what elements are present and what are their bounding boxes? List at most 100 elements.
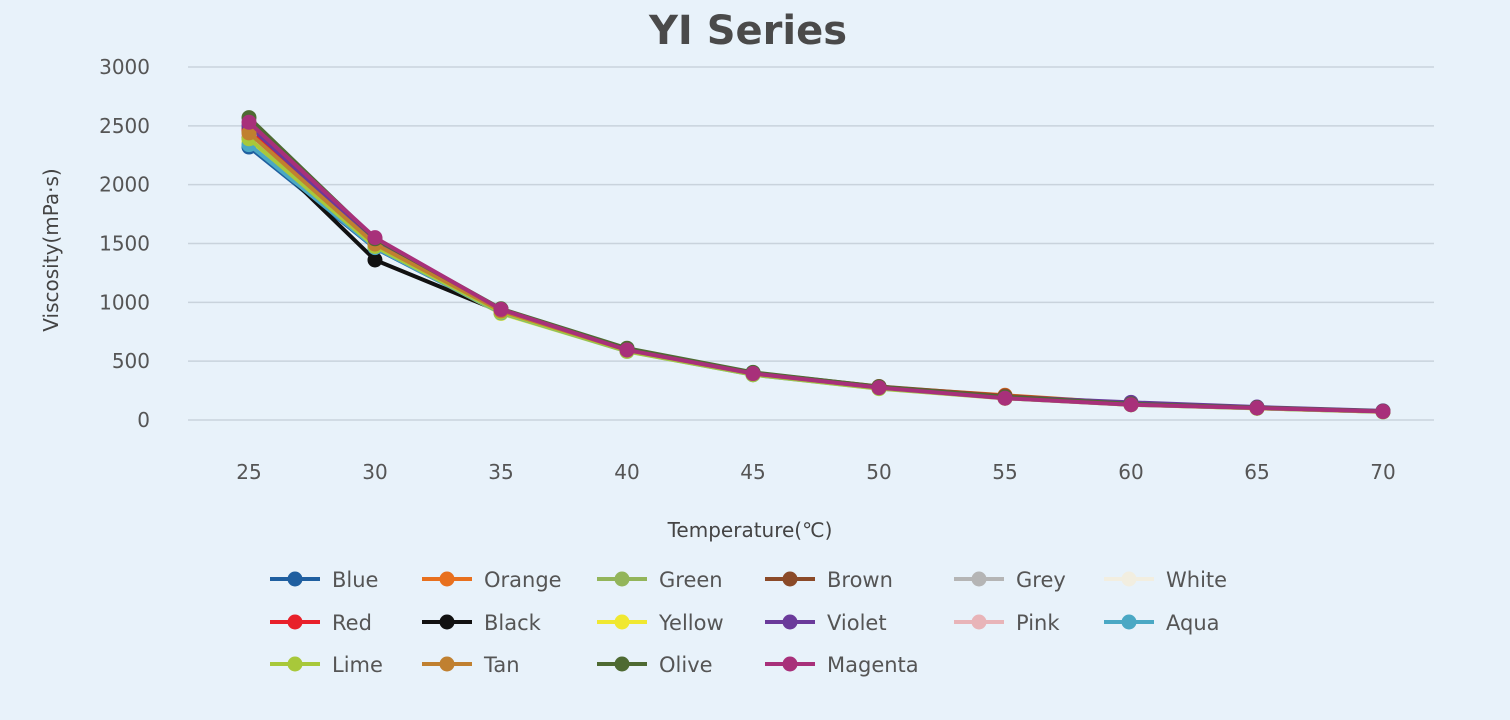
- legend-label: Violet: [827, 611, 887, 635]
- series-blue: [241, 139, 1391, 420]
- legend-item: White: [1104, 568, 1227, 592]
- data-point: [871, 380, 887, 396]
- series-line: [247, 136, 1384, 414]
- legend-item: Lime: [270, 653, 383, 677]
- data-point: [241, 114, 257, 130]
- data-point: [241, 125, 257, 141]
- series-line: [247, 133, 1384, 414]
- legend-label: Yellow: [658, 611, 724, 635]
- data-point: [367, 230, 383, 246]
- legend-label: Black: [484, 611, 542, 635]
- legend-item: Violet: [765, 611, 887, 635]
- x-tick-label: 70: [1370, 460, 1395, 484]
- legend-label: Tan: [483, 653, 520, 677]
- series-line: [247, 138, 1384, 414]
- legend-item: Blue: [270, 568, 378, 592]
- y-axis-label: Viscosity(mPa·s): [39, 168, 63, 331]
- y-tick-label: 500: [112, 349, 150, 373]
- y-axis-ticks: 0 500 1000 1500 2000 2500 3000: [99, 55, 150, 432]
- legend-item: Green: [597, 568, 723, 592]
- legend-swatch-marker: [1121, 614, 1137, 630]
- legend: Blue Orange Green Brown Grey White Red Black Yel…: [270, 568, 1227, 677]
- legend-label: Orange: [484, 568, 562, 592]
- data-point: [1375, 404, 1391, 420]
- legend-swatch-marker: [614, 571, 630, 587]
- legend-swatch-marker: [971, 614, 987, 630]
- legend-swatch-marker: [782, 571, 798, 587]
- legend-item: Grey: [954, 568, 1066, 592]
- y-tick-label: 2500: [99, 114, 150, 138]
- legend-swatch-marker: [614, 656, 630, 672]
- x-tick-label: 40: [614, 460, 639, 484]
- legend-swatch-marker: [439, 614, 455, 630]
- legend-label: Magenta: [827, 653, 919, 677]
- legend-swatch-marker: [287, 614, 303, 630]
- legend-item: Red: [270, 611, 372, 635]
- x-tick-label: 50: [866, 460, 891, 484]
- series-magenta: [241, 114, 1391, 420]
- series-line: [247, 120, 1384, 414]
- legend-swatch-marker: [614, 614, 630, 630]
- data-point: [367, 252, 383, 268]
- legend-item: Magenta: [765, 653, 919, 677]
- legend-label: White: [1166, 568, 1227, 592]
- y-tick-label: 3000: [99, 55, 150, 79]
- x-tick-label: 30: [362, 460, 387, 484]
- legend-swatch-marker: [287, 571, 303, 587]
- legend-item: Pink: [954, 611, 1060, 635]
- legend-item: Black: [422, 611, 542, 635]
- series-brown: [241, 123, 1391, 419]
- data-point: [1123, 397, 1139, 413]
- data-point: [745, 366, 761, 382]
- x-tick-label: 35: [488, 460, 513, 484]
- legend-label: Lime: [332, 653, 383, 677]
- x-tick-label: 25: [236, 460, 261, 484]
- legend-label: Brown: [827, 568, 893, 592]
- legend-label: Green: [659, 568, 723, 592]
- y-tick-label: 2000: [99, 173, 150, 197]
- legend-label: Grey: [1016, 568, 1066, 592]
- y-tick-label: 0: [137, 408, 150, 432]
- legend-label: Aqua: [1166, 611, 1220, 635]
- y-tick-label: 1500: [99, 232, 150, 256]
- x-tick-label: 60: [1118, 460, 1143, 484]
- series-orange: [241, 124, 1391, 419]
- legend-swatch-marker: [287, 656, 303, 672]
- series-tan: [241, 125, 1391, 420]
- legend-item: Aqua: [1104, 611, 1220, 635]
- data-point: [1249, 400, 1265, 416]
- series-line: [247, 137, 1384, 414]
- legend-swatch-marker: [782, 656, 798, 672]
- chart-title: YI Series: [648, 8, 847, 54]
- data-point: [493, 301, 509, 317]
- series-lines: [241, 110, 1391, 420]
- legend-item: Yellow: [597, 611, 724, 635]
- legend-item: Olive: [597, 653, 713, 677]
- legend-swatch-marker: [439, 571, 455, 587]
- legend-item: Brown: [765, 568, 893, 592]
- x-tick-label: 45: [740, 460, 765, 484]
- series-pink: [241, 127, 1391, 420]
- legend-swatch-marker: [971, 571, 987, 587]
- x-tick-label: 65: [1244, 460, 1269, 484]
- legend-label: Pink: [1016, 611, 1060, 635]
- y-tick-label: 1000: [99, 290, 150, 314]
- legend-label: Red: [332, 611, 372, 635]
- legend-swatch-marker: [1121, 571, 1137, 587]
- legend-item: Orange: [422, 568, 562, 592]
- legend-label: Olive: [659, 653, 713, 677]
- legend-swatch-marker: [782, 614, 798, 630]
- data-point: [997, 390, 1013, 406]
- x-axis-ticks: 25 30 35 40 45 50 55 60 65 70: [236, 460, 1395, 484]
- series-aqua: [241, 137, 1391, 420]
- legend-label: Blue: [332, 568, 378, 592]
- x-axis-label: Temperature(℃): [667, 518, 833, 542]
- legend-swatch-marker: [439, 656, 455, 672]
- series-black: [241, 130, 1391, 420]
- gridlines: [188, 66, 1434, 421]
- series-line: [247, 136, 1384, 414]
- x-tick-label: 55: [992, 460, 1017, 484]
- legend-item: Tan: [422, 653, 520, 677]
- data-point: [619, 342, 635, 358]
